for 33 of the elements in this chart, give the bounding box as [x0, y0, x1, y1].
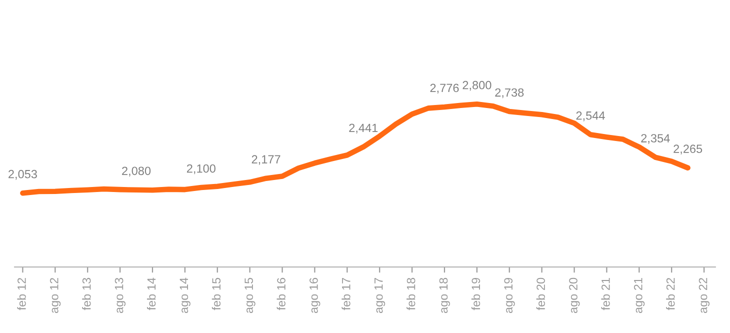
data-label: 2,800 — [462, 80, 492, 91]
x-tick-label: ago 12 — [50, 278, 61, 314]
data-label: 2,354 — [641, 134, 670, 144]
x-tick-label: ago 13 — [114, 278, 126, 314]
x-tick-label: feb 14 — [146, 278, 156, 310]
x-tick-label: feb 21 — [601, 278, 610, 310]
data-label: 2,053 — [8, 170, 37, 180]
x-tick-label: feb 12 — [17, 278, 26, 310]
x-tick-label: ago 19 — [504, 278, 515, 314]
x-tick-label: ago 22 — [698, 278, 710, 314]
x-tick-label: ago 18 — [439, 278, 450, 314]
x-tick-label: feb 17 — [342, 278, 350, 310]
x-tick-label: feb 20 — [536, 278, 545, 310]
data-label: 2,738 — [495, 88, 524, 98]
x-tick-label: ago 14 — [180, 278, 190, 314]
x-tick-label: feb 13 — [82, 278, 91, 310]
data-label: 2,776 — [430, 84, 459, 94]
x-tick-label: ago 21 — [634, 278, 645, 314]
x-tick-label: feb 15 — [212, 278, 221, 310]
x-tick-label: ago 20 — [569, 278, 580, 314]
x-tick-label: feb 18 — [406, 278, 416, 310]
data-label: 2,265 — [674, 144, 702, 154]
x-tick-label: ago 15 — [244, 278, 256, 314]
data-label: 2,544 — [576, 111, 605, 122]
x-tick-label: feb 16 — [276, 278, 286, 310]
data-label: 2,080 — [122, 166, 151, 176]
data-label: 2,100 — [186, 164, 216, 174]
x-tick-label: feb 19 — [471, 278, 480, 310]
x-tick-label: ago 17 — [374, 278, 386, 314]
x-tick-label: feb 22 — [666, 278, 675, 310]
data-label: 2,441 — [349, 124, 378, 134]
x-tick-label: ago 16 — [310, 278, 320, 314]
data-label: 2,177 — [252, 155, 280, 165]
